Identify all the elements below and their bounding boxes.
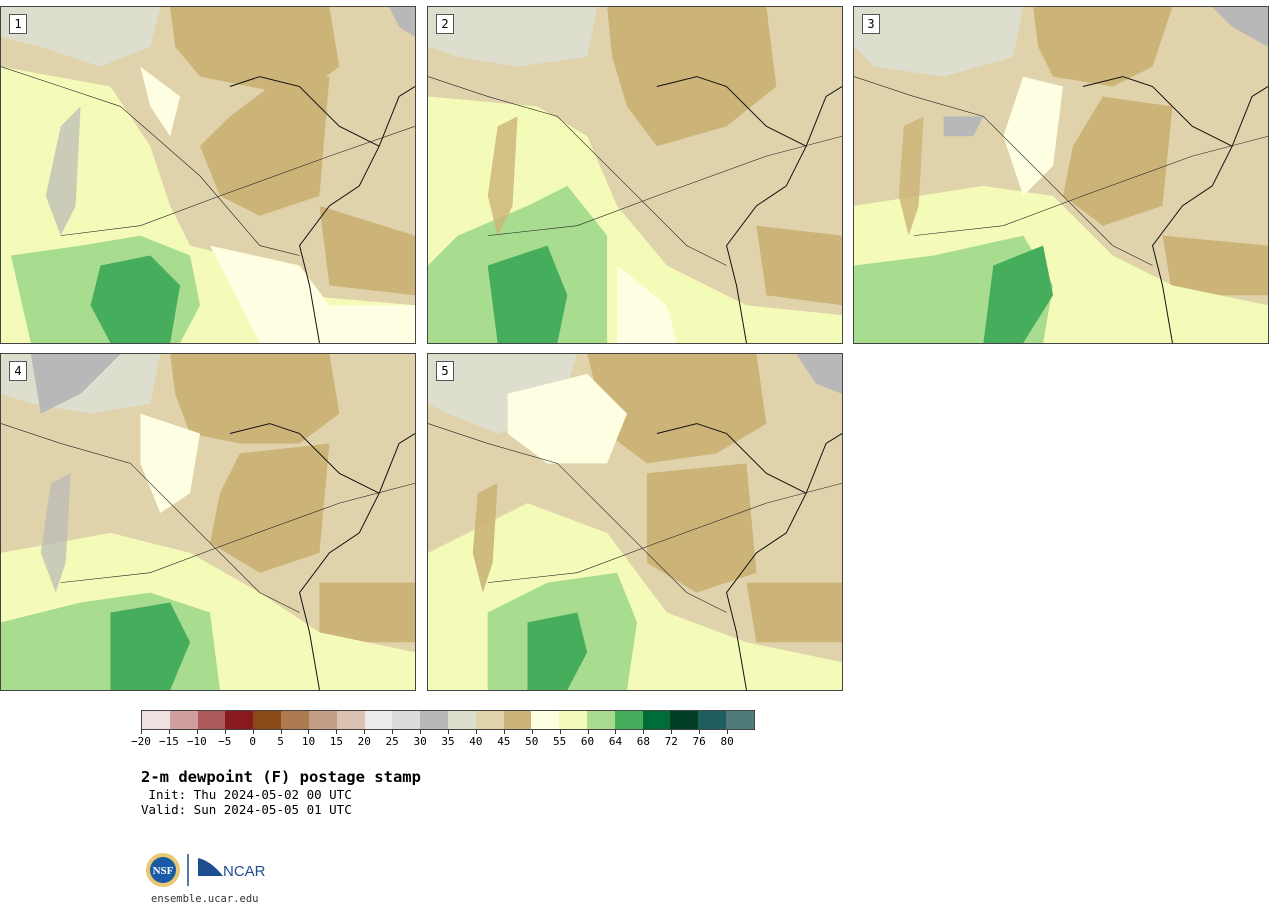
colorbar-tick [392,730,394,734]
colorbar-segment [726,711,754,729]
dewpoint-map-4 [1,354,415,690]
panel-number: 2 [436,14,454,34]
colorbar-tick-label: 25 [385,735,399,748]
colorbar-segment [531,711,560,729]
colorbar-segment [169,711,198,729]
colorbar-segment [281,711,309,729]
colorbar-tick-label: 68 [636,735,650,748]
colorbar-tick-label: 30 [413,735,427,748]
colorbar-tick [699,730,701,734]
map-panel-1: 1 [0,6,416,344]
panel-number: 1 [9,14,27,34]
colorbar-segment [308,711,337,729]
colorbar-tick-label: 45 [497,735,511,748]
init-time: Init: Thu 2024-05-02 00 UTC [141,787,352,802]
ncar-mark-icon [198,858,223,876]
colorbar-tick-label: −5 [218,735,232,748]
dewpoint-map-3 [854,7,1268,343]
colorbar-segment [197,711,226,729]
ncar-text: NCAR [223,863,266,880]
nsf-ncar-logo: NSF NCAR [146,853,266,887]
map-panel-3: 3 [853,6,1269,344]
colorbar-segment [225,711,254,729]
colorbar-tick-label: 20 [357,735,371,748]
nsf-globe [150,857,176,883]
colorbar-tick [531,730,533,734]
colorbar-segment [614,711,643,729]
plot-title: 2-m dewpoint (F) postage stamp [141,768,421,786]
colorbar-tick-label: 55 [553,735,567,748]
colorbar-tick-label: 72 [664,735,678,748]
colorbar-tick [671,730,673,734]
colorbar-tick-label: −15 [158,735,179,748]
colorbar-tick-label: 40 [469,735,483,748]
colorbar-tick [559,730,561,734]
colorbar-tick [448,730,449,734]
colorbar-tick-label: 64 [608,735,623,748]
colorbar-segment [503,711,532,729]
colorbar-segment [447,711,476,729]
colorbar-ticks: −20 −15 −10 −5 0 5 10 15 20 25 30 35 40 45 50 55 60 64 68 7… [131,730,755,750]
colorbar-segment [698,711,727,729]
colorbar-tick-label: 5 [277,735,284,748]
colorbar-tick [252,730,254,734]
colorbar-tick-label: 15 [329,735,343,748]
colorbar-tick-label: 76 [692,735,706,748]
colorbar-tick [364,730,366,734]
colorbar-tick [587,730,589,734]
colorbar-tick-label: 80 [720,735,734,748]
colorbar-tick-label: −10 [186,735,207,748]
colorbar-tick [727,730,729,734]
colorbar [141,710,755,730]
panel-number: 3 [862,14,880,34]
colorbar-tick [196,730,198,734]
panel-number: 5 [436,361,454,381]
colorbar-segment [475,711,504,729]
dewpoint-map-1 [1,7,415,343]
colorbar-segment [559,711,587,729]
map-panel-5: 5 [427,353,843,691]
panel-number: 4 [9,361,27,381]
colorbar-tick-label: 60 [580,735,595,748]
colorbar-segment [670,711,699,729]
map-panel-2: 2 [427,6,843,344]
colorbar-tick-label: 35 [441,735,455,748]
colorbar-segment [392,711,421,729]
site-url: ensemble.ucar.edu [151,893,259,905]
colorbar-tick [168,730,170,734]
colorbar-tick-label: 0 [249,735,256,748]
colorbar-tick [615,730,617,734]
colorbar-segment [142,711,170,729]
colorbar-tick-label: −20 [131,735,151,748]
colorbar-segment [420,711,448,729]
colorbar-tick [643,730,645,734]
colorbar-tick [503,730,505,734]
colorbar-tick-label: 10 [301,735,316,748]
colorbar-tick [336,730,338,734]
dewpoint-map-5 [428,354,842,690]
colorbar-tick [280,730,282,734]
colorbar-segment [253,711,282,729]
colorbar-segment [364,711,393,729]
colorbar-tick [224,730,226,734]
colorbar-tick [141,730,142,734]
nsf-text: NSF [153,865,174,877]
map-panel-4: 4 [0,353,416,691]
colorbar-segment [336,711,365,729]
valid-time: Valid: Sun 2024-05-05 01 UTC [141,802,352,817]
colorbar-tick [475,730,477,734]
dewpoint-map-2 [428,7,842,343]
colorbar-tick [420,730,422,734]
colorbar-segment [642,711,671,729]
colorbar-segment [587,711,615,729]
colorbar-tick [308,730,310,734]
colorbar-tick-label: 50 [525,735,539,748]
